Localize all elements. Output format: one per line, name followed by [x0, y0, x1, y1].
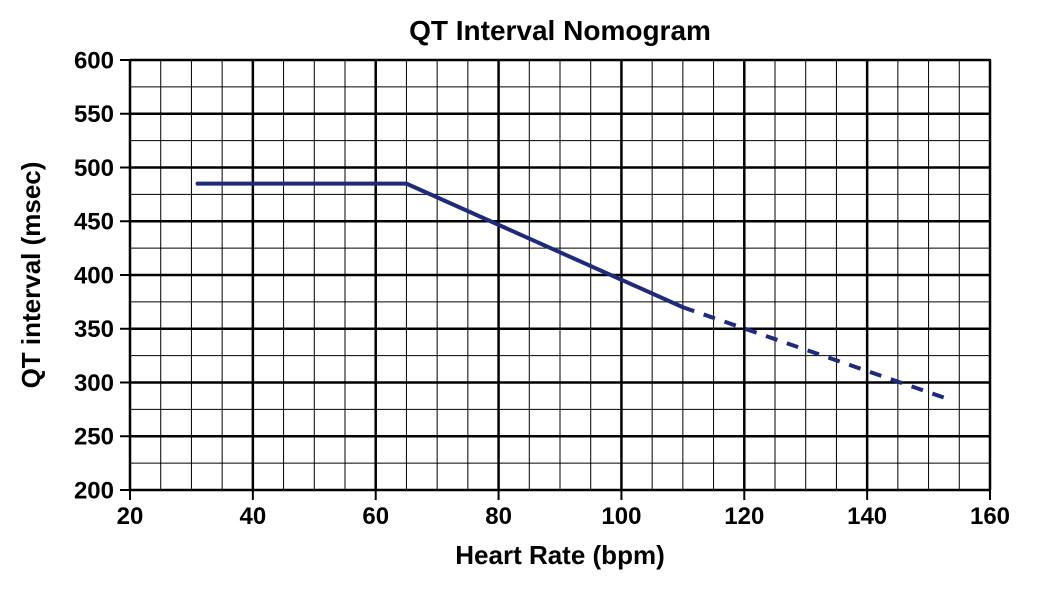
x-tick-label: 40 [240, 503, 267, 530]
y-tick-label: 300 [74, 370, 114, 397]
x-tick-label: 120 [724, 503, 764, 530]
chart-container: 20 40 60 80 100 120 140 160 200 250 300 350 400 450 50… [0, 0, 1054, 612]
x-tick-label: 20 [117, 503, 144, 530]
x-tick-label: 80 [485, 503, 512, 530]
y-tick-label: 350 [74, 316, 114, 343]
x-tick-label: 160 [970, 503, 1010, 530]
y-tick-label: 450 [74, 209, 114, 236]
y-tick-label: 400 [74, 262, 114, 289]
qt-nomogram-chart: 20 40 60 80 100 120 140 160 200 250 300 350 400 450 50… [0, 0, 1054, 612]
y-axis-label: QT interval (msec) [16, 162, 46, 389]
y-tick-label: 550 [74, 101, 114, 128]
y-tick-label: 500 [74, 155, 114, 182]
x-tick-label: 60 [362, 503, 389, 530]
y-tick-label: 200 [74, 477, 114, 504]
x-axis-label: Heart Rate (bpm) [455, 540, 664, 570]
x-tick-label: 100 [601, 503, 641, 530]
y-tick-label: 250 [74, 424, 114, 451]
chart-title: QT Interval Nomogram [409, 15, 711, 46]
y-tick-label: 600 [74, 47, 114, 74]
x-tick-label: 140 [847, 503, 887, 530]
